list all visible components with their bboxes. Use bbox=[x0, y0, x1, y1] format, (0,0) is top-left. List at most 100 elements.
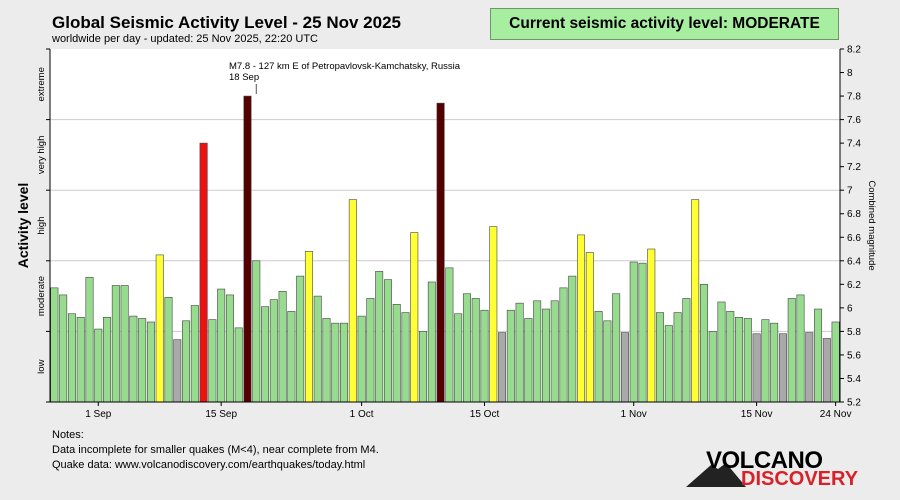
bar-day-3 bbox=[67, 313, 76, 403]
bar-day-13 bbox=[155, 254, 164, 403]
bar-day-66 bbox=[620, 332, 629, 403]
bar-day-25 bbox=[261, 306, 270, 403]
y2-tick-label: 5.4 bbox=[847, 374, 861, 385]
annotation-quake-label: M7.8 - 127 km E of Petropavlovsk-Kamchat… bbox=[229, 61, 461, 72]
y2-tick-label: 6.2 bbox=[847, 280, 861, 291]
bar-day-67 bbox=[629, 261, 638, 403]
bar-day-63 bbox=[594, 311, 603, 403]
x-tick-label: 15 Sep bbox=[205, 409, 237, 420]
bar-day-23 bbox=[243, 95, 252, 403]
bar-day-16 bbox=[182, 320, 191, 403]
bar-day-69 bbox=[647, 248, 656, 403]
bar-day-86 bbox=[796, 294, 805, 403]
bar-day-57 bbox=[541, 308, 550, 403]
bar-day-55 bbox=[524, 318, 533, 403]
bar-day-33 bbox=[331, 322, 340, 403]
bar-day-32 bbox=[322, 318, 331, 403]
bar-day-10 bbox=[129, 315, 138, 403]
bar-day-70 bbox=[656, 312, 665, 403]
bar-day-71 bbox=[664, 325, 673, 403]
bar-day-85 bbox=[787, 298, 796, 403]
bar-day-11 bbox=[138, 318, 147, 403]
bar-day-58 bbox=[550, 300, 559, 403]
y2-tick-label: 7.6 bbox=[847, 115, 861, 126]
bar-day-54 bbox=[515, 302, 524, 403]
bar-day-84 bbox=[778, 333, 787, 403]
bar-day-30 bbox=[304, 251, 313, 403]
y2-axis-title: Combined magnitude bbox=[866, 180, 877, 270]
bar-day-19 bbox=[208, 319, 217, 403]
bar-day-52 bbox=[498, 332, 507, 403]
bar-day-64 bbox=[603, 320, 612, 403]
y2-tick-label: 7.8 bbox=[847, 92, 861, 103]
bar-day-29 bbox=[296, 275, 305, 403]
plot-area bbox=[50, 49, 840, 402]
bar-day-4 bbox=[76, 316, 85, 403]
x-tick-label: 1 Nov bbox=[621, 409, 647, 420]
bar-day-59 bbox=[559, 287, 568, 403]
bar-day-37 bbox=[366, 298, 375, 403]
level-label-high: high bbox=[36, 217, 47, 235]
activity-status-text: Current seismic activity level: MODERATE bbox=[509, 15, 820, 32]
bar-day-45 bbox=[436, 102, 445, 403]
y2-tick-label: 6.6 bbox=[847, 233, 861, 244]
bar-day-27 bbox=[278, 291, 287, 403]
y2-tick-label: 5.2 bbox=[847, 398, 861, 409]
level-label-extreme: extreme bbox=[36, 67, 47, 101]
bar-day-47 bbox=[454, 313, 463, 403]
bar-day-2 bbox=[59, 294, 68, 403]
bar-day-1 bbox=[50, 287, 59, 403]
bar-day-28 bbox=[287, 311, 296, 403]
bar-day-15 bbox=[173, 339, 182, 403]
x-tick-label: 1 Oct bbox=[350, 409, 374, 420]
bar-day-46 bbox=[445, 267, 454, 403]
y-axis-title: Activity level bbox=[15, 183, 31, 269]
bar-day-5 bbox=[85, 276, 94, 403]
notes-line-completeness: Data incomplete for smaller quakes (M<4)… bbox=[52, 444, 379, 456]
x-tick-label: 15 Oct bbox=[470, 409, 500, 420]
bar-day-51 bbox=[489, 226, 498, 403]
y2-tick-label: 6.8 bbox=[847, 209, 861, 220]
bar-day-17 bbox=[190, 305, 199, 403]
level-label-very-high: very high bbox=[36, 136, 47, 175]
bar-day-72 bbox=[673, 312, 682, 403]
bar-day-88 bbox=[814, 308, 823, 403]
notes-line-source: Quake data: www.volcanodiscovery.com/ear… bbox=[52, 459, 366, 471]
x-tick-label: 1 Sep bbox=[85, 409, 112, 420]
bar-day-24 bbox=[252, 260, 261, 403]
activity-status-badge: Current seismic activity level: MODERATE bbox=[490, 8, 839, 40]
bar-day-68 bbox=[638, 262, 647, 403]
bar-day-40 bbox=[392, 304, 401, 403]
y2-tick-label: 7 bbox=[847, 186, 853, 197]
bar-day-60 bbox=[568, 275, 577, 403]
bar-day-34 bbox=[340, 322, 349, 403]
y2-tick-label: 7.2 bbox=[847, 162, 861, 173]
y2-tick-label: 5.6 bbox=[847, 350, 861, 361]
annotation-date-label: 18 Sep bbox=[229, 72, 259, 83]
bar-day-61 bbox=[577, 234, 586, 403]
bar-day-35 bbox=[348, 199, 357, 403]
y2-tick-label: 6.4 bbox=[847, 256, 861, 267]
bar-day-9 bbox=[120, 285, 129, 403]
y2-tick-label: 6 bbox=[847, 303, 853, 314]
bar-day-14 bbox=[164, 296, 173, 403]
bar-day-8 bbox=[111, 285, 120, 403]
bar-day-50 bbox=[480, 309, 489, 403]
bar-day-26 bbox=[269, 299, 278, 403]
bar-day-78 bbox=[726, 311, 735, 403]
bar-day-74 bbox=[691, 199, 700, 403]
y2-tick-label: 8 bbox=[847, 68, 853, 79]
notes: Notes: Data incomplete for smaller quake… bbox=[52, 428, 379, 473]
bar-day-79 bbox=[735, 316, 744, 403]
bar-day-48 bbox=[462, 293, 471, 403]
bar-day-81 bbox=[752, 333, 761, 403]
bar-day-42 bbox=[410, 232, 419, 403]
bar-day-73 bbox=[682, 298, 691, 403]
bar-day-90 bbox=[831, 321, 840, 403]
chart-subtitle: worldwide per day - updated: 25 Nov 2025… bbox=[52, 33, 318, 45]
bar-day-56 bbox=[533, 300, 542, 403]
bar-day-36 bbox=[357, 315, 366, 403]
bar-day-21 bbox=[225, 294, 234, 403]
bar-day-41 bbox=[401, 312, 410, 403]
